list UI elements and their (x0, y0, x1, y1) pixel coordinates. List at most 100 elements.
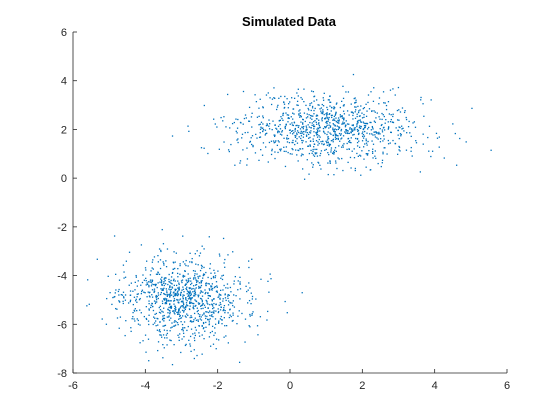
data-point-cluster-2 (198, 325, 201, 327)
data-point-cluster-2 (150, 304, 152, 306)
data-point-cluster-2 (222, 298, 224, 300)
data-point-cluster-1 (396, 109, 399, 112)
data-point-cluster-2 (188, 296, 191, 298)
data-point-cluster-2 (198, 302, 201, 305)
data-point-cluster-2 (269, 273, 271, 275)
data-point-cluster-2 (207, 282, 209, 285)
data-point-cluster-1 (303, 130, 305, 133)
data-point-cluster-1 (295, 124, 297, 127)
data-point-cluster-1 (336, 125, 338, 127)
data-point-cluster-2 (216, 290, 218, 292)
data-point-cluster-2 (140, 312, 142, 314)
data-point-cluster-1 (357, 120, 359, 122)
data-point-cluster-2 (213, 269, 215, 271)
data-point-cluster-2 (206, 311, 208, 313)
data-point-cluster-2 (189, 305, 191, 307)
data-point-cluster-1 (266, 123, 268, 125)
data-point-cluster-1 (343, 143, 345, 145)
data-point-cluster-1 (339, 106, 342, 109)
data-point-cluster-1 (365, 142, 368, 144)
data-point-cluster-2 (221, 319, 223, 321)
data-point-cluster-1 (436, 137, 439, 139)
data-point-cluster-1 (399, 150, 401, 152)
data-point-cluster-2 (189, 301, 191, 303)
data-point-cluster-1 (287, 121, 289, 123)
data-point-cluster-1 (338, 122, 340, 124)
data-point-cluster-2 (179, 317, 181, 320)
data-point-cluster-1 (363, 127, 366, 129)
data-point-cluster-2 (198, 303, 200, 305)
data-point-cluster-1 (335, 111, 337, 113)
data-point-cluster-1 (322, 99, 325, 101)
data-point-cluster-1 (241, 133, 244, 135)
data-point-cluster-1 (337, 157, 339, 159)
data-point-cluster-2 (112, 296, 114, 299)
data-point-cluster-2 (148, 309, 150, 311)
data-point-cluster-2 (190, 298, 192, 300)
data-point-cluster-2 (195, 329, 197, 331)
data-point-cluster-2 (177, 323, 179, 326)
data-point-cluster-1 (313, 109, 315, 112)
data-point-cluster-1 (347, 91, 350, 93)
data-point-cluster-2 (203, 273, 206, 276)
data-point-cluster-2 (155, 294, 157, 297)
data-point-cluster-2 (186, 286, 188, 288)
data-point-cluster-2 (233, 283, 235, 285)
data-point-cluster-2 (231, 320, 233, 322)
data-point-cluster-2 (205, 291, 207, 294)
data-point-cluster-2 (218, 339, 220, 341)
data-point-cluster-1 (321, 140, 324, 142)
data-point-cluster-1 (288, 141, 291, 144)
data-point-cluster-1 (301, 126, 303, 128)
data-point-cluster-1 (339, 114, 341, 116)
data-point-cluster-2 (248, 266, 250, 269)
data-point-cluster-2 (220, 277, 222, 279)
data-point-cluster-2 (210, 272, 212, 274)
data-point-cluster-1 (301, 139, 303, 142)
data-point-cluster-2 (157, 254, 159, 257)
data-point-cluster-1 (301, 98, 303, 100)
data-point-cluster-2 (169, 286, 171, 289)
data-point-cluster-2 (227, 254, 229, 256)
data-point-cluster-1 (231, 122, 234, 125)
data-point-cluster-1 (300, 137, 302, 140)
data-point-cluster-1 (352, 129, 354, 131)
data-point-cluster-1 (362, 133, 365, 136)
data-point-cluster-1 (391, 121, 394, 123)
data-point-cluster-1 (380, 124, 383, 127)
data-point-cluster-1 (351, 129, 353, 131)
data-point-cluster-2 (177, 334, 179, 336)
data-point-cluster-1 (338, 132, 341, 135)
data-point-cluster-2 (96, 258, 98, 260)
data-point-cluster-2 (125, 320, 127, 322)
data-point-cluster-1 (306, 113, 308, 115)
data-point-cluster-2 (157, 261, 159, 263)
data-point-cluster-1 (237, 118, 239, 121)
data-point-cluster-1 (273, 87, 275, 89)
data-point-cluster-1 (322, 127, 325, 130)
data-point-cluster-1 (338, 119, 340, 121)
y-tick-label: -8 (57, 368, 67, 380)
data-point-cluster-1 (305, 104, 307, 107)
data-point-cluster-1 (354, 102, 356, 104)
data-point-cluster-2 (208, 310, 211, 312)
data-point-cluster-2 (163, 287, 165, 289)
data-point-cluster-1 (382, 91, 385, 93)
data-point-cluster-2 (165, 260, 167, 262)
data-point-cluster-2 (179, 294, 182, 297)
data-point-cluster-1 (399, 111, 402, 113)
data-point-cluster-2 (174, 305, 176, 307)
data-point-cluster-2 (194, 290, 196, 292)
data-point-cluster-1 (294, 136, 297, 138)
data-point-cluster-1 (249, 141, 251, 143)
data-point-cluster-1 (392, 88, 394, 90)
data-point-cluster-2 (124, 334, 126, 337)
data-point-cluster-2 (251, 314, 253, 316)
data-point-cluster-1 (260, 126, 262, 128)
data-point-cluster-2 (198, 332, 200, 334)
data-point-cluster-1 (327, 137, 329, 139)
data-point-cluster-2 (249, 315, 251, 317)
data-point-cluster-1 (353, 157, 356, 159)
data-point-cluster-1 (313, 135, 315, 137)
data-point-cluster-2 (219, 297, 221, 299)
